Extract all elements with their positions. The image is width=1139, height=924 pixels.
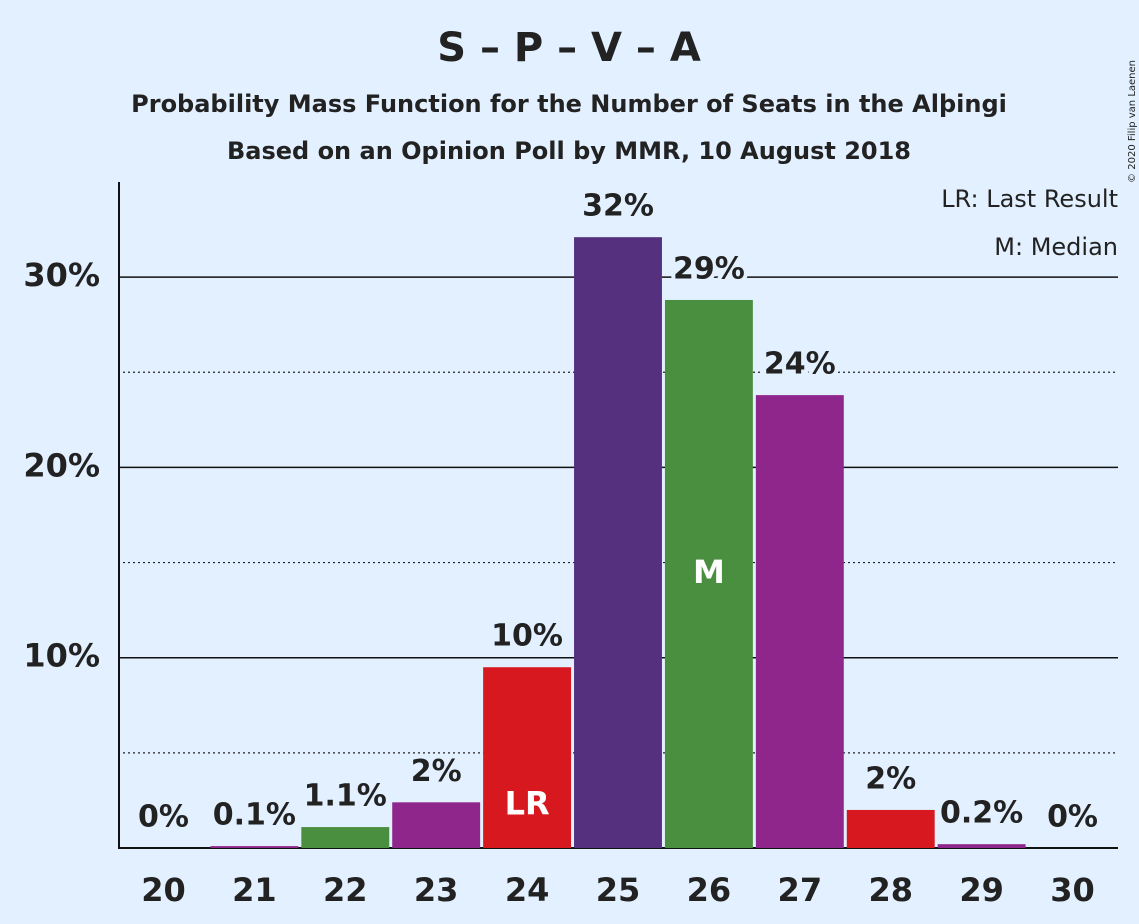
x-tick-label: 24 (505, 871, 550, 909)
x-tick-label: 25 (596, 871, 641, 909)
bar-annotation: M (693, 553, 725, 591)
value-label: 2% (411, 754, 462, 789)
value-label: 0.1% (213, 798, 296, 833)
x-tick-label: 29 (959, 871, 1004, 909)
y-tick-label: 10% (23, 637, 100, 675)
bar (574, 237, 662, 848)
x-tick-label: 22 (323, 871, 368, 909)
value-label: 0.2% (940, 796, 1023, 831)
chart-subtitle: Based on an Opinion Poll by MMR, 10 Augu… (227, 137, 911, 165)
x-tick-label: 23 (414, 871, 459, 909)
value-label: 1.1% (304, 779, 387, 814)
value-label: 0% (1047, 800, 1098, 835)
value-label: 29% (673, 251, 745, 286)
value-label: 24% (764, 347, 836, 382)
x-tick-label: 27 (778, 871, 823, 909)
value-label: 10% (491, 619, 563, 654)
bar-annotation: LR (505, 785, 550, 823)
legend-entry: LR: Last Result (941, 185, 1118, 213)
value-label: 32% (582, 189, 654, 224)
bar (392, 802, 481, 848)
value-label: 0% (138, 800, 189, 835)
x-tick-label: 21 (232, 871, 277, 909)
value-label: 2% (865, 761, 916, 796)
x-tick-label: 30 (1050, 871, 1095, 909)
bar (301, 827, 390, 848)
x-tick-label: 26 (687, 871, 732, 909)
y-tick-label: 30% (23, 256, 100, 294)
x-tick-label: 20 (141, 871, 186, 909)
x-tick-label: 28 (868, 871, 913, 909)
copyright: © 2020 Filip van Laenen (1127, 60, 1138, 183)
bar (210, 846, 299, 848)
chart-subtitle: Probability Mass Function for the Number… (131, 90, 1007, 118)
bar (664, 299, 753, 848)
bar (755, 395, 844, 848)
chart-title: S – P – V – A (437, 25, 701, 71)
bar (846, 809, 935, 848)
y-tick-label: 20% (23, 446, 100, 484)
bar (483, 667, 572, 848)
legend-entry: M: Median (994, 233, 1118, 261)
bar (937, 844, 1026, 848)
